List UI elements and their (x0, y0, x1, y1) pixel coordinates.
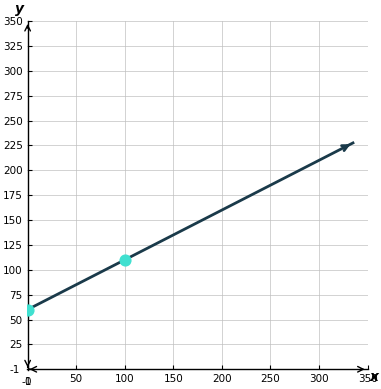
Point (25, 307, 31, 313)
Text: -1: -1 (10, 365, 20, 375)
Point (122, 257, 128, 263)
Text: 0: 0 (24, 377, 31, 387)
Text: y: y (15, 2, 24, 16)
Text: x: x (370, 370, 378, 384)
Text: -1: -1 (21, 377, 32, 387)
